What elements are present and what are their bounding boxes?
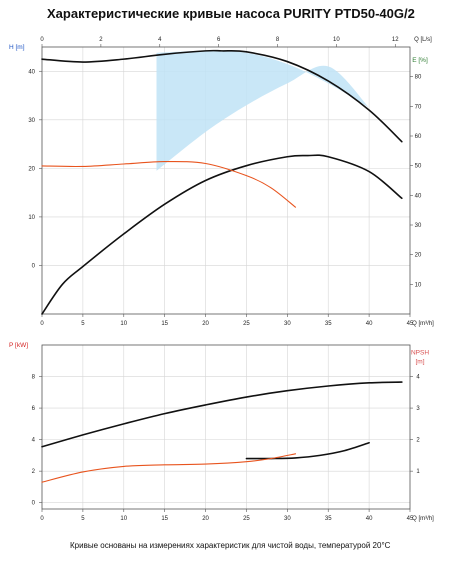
p1-operating-range-area (156, 50, 370, 171)
p2-series-power-overlay (41, 453, 297, 483)
p1-x2-tick-label-0: 0 (40, 37, 44, 43)
p1-x-tick-label-2: 10 (120, 321, 127, 327)
p1-y2-tick-label-0: 10 (415, 282, 422, 288)
p2-x-tick-label-2: 10 (120, 516, 127, 522)
p2-x-tick-label-5: 25 (243, 516, 250, 522)
p2-x-tick-label-4: 20 (202, 516, 209, 522)
p2-x-tick-label-8: 40 (366, 516, 373, 522)
p2-x-tick-label-9: 45 (407, 516, 414, 522)
p1-y-tick-label-3: 30 (28, 118, 35, 124)
p1-y2-tick-label-6: 70 (415, 104, 422, 110)
p2-y-tick-label-3: 6 (32, 406, 36, 412)
p1-series-head (41, 49, 403, 143)
p1-x2-tick-label-4: 8 (276, 37, 280, 43)
p1-x-tick-label-1: 5 (81, 321, 85, 327)
p2-y-axis-label: P [kW] (9, 342, 28, 349)
p2-y2-tick-label-0: 1 (416, 469, 420, 475)
p1-y2-tick-label-4: 50 (415, 164, 422, 170)
p1-y-tick-label-1: 10 (28, 215, 35, 221)
p1-plot-frame (41, 46, 411, 315)
p1-x-tick-label-5: 25 (243, 321, 250, 327)
p2-y-tick-label-4: 8 (32, 375, 36, 381)
p1-x2-axis-label: Q [L/s] (414, 37, 432, 43)
p2-y2-tick-label-2: 3 (416, 406, 420, 412)
p1-y-tick-label-0: 0 (32, 263, 36, 269)
p1-x-tick-label-9: 45 (407, 321, 414, 327)
p1-y2-axis-label-0: E [%] (412, 57, 428, 64)
p2-x-tick-label-6: 30 (284, 516, 291, 522)
p1-y2-tick-label-1: 20 (415, 253, 422, 259)
p1-x-tick-label-8: 40 (366, 321, 373, 327)
p1-y2-tick-label-5: 60 (415, 134, 422, 140)
p1-y-tick-label-4: 40 (28, 69, 35, 75)
p2-series-power (41, 381, 403, 448)
p1-x-tick-label-7: 35 (325, 321, 332, 327)
chart-title: Характеристические кривые насоса PURITY … (47, 6, 415, 21)
p2-x-axis-label: Q [m³/h] (412, 516, 434, 522)
p2-y2-tick-label-1: 2 (416, 438, 420, 444)
p2-y-tick-label-2: 4 (32, 438, 36, 444)
p1-x-axis-label: Q [m³/h] (412, 321, 434, 327)
p2-x-tick-label-0: 0 (40, 516, 44, 522)
p1-x2-tick-label-2: 4 (158, 37, 162, 43)
p1-y2-tick-label-7: 80 (415, 75, 422, 81)
p1-x-tick-label-4: 20 (202, 321, 209, 327)
p2-plot-frame (41, 344, 411, 510)
p1-y-axis-label: H [m] (9, 44, 25, 51)
p1-x2-tick-label-1: 2 (99, 37, 103, 43)
p2-y2-tick-label-3: 4 (416, 375, 420, 381)
p1-series-npsh-overlay (41, 160, 297, 208)
p1-x2-tick-label-5: 10 (333, 37, 340, 43)
p2-x-tick-label-3: 15 (161, 516, 168, 522)
p2-y-tick-label-1: 2 (32, 469, 36, 475)
p1-x-tick-label-6: 30 (284, 321, 291, 327)
chart-footnote: Кривые основаны на измерениях характерис… (70, 541, 391, 550)
p1-x2-tick-label-6: 12 (392, 37, 399, 43)
p2-y2-axis-label-0: NPSH (411, 349, 429, 356)
p2-x-tick-label-1: 5 (81, 516, 85, 522)
p1-x-tick-label-0: 0 (40, 321, 44, 327)
p1-x-tick-label-3: 15 (161, 321, 168, 327)
p2-x-tick-label-7: 35 (325, 516, 332, 522)
p1-series-efficiency (41, 154, 403, 315)
p2-y-tick-label-0: 0 (32, 501, 36, 507)
p1-y2-tick-label-3: 40 (415, 193, 422, 199)
p1-y-tick-label-2: 20 (28, 166, 35, 172)
p1-y2-tick-label-2: 30 (415, 223, 422, 229)
p2-series-npsh (245, 441, 370, 460)
p1-x2-tick-label-3: 6 (217, 37, 221, 43)
p2-y2-axis-label-1: [m] (415, 358, 424, 365)
